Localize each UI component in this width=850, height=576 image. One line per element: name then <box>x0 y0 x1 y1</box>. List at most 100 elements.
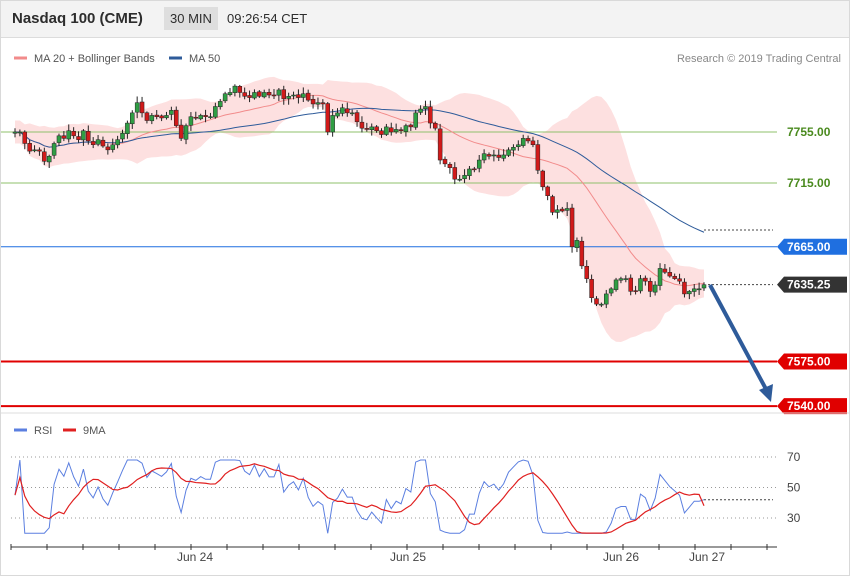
price-tag-7575.00 <box>777 353 847 370</box>
candle-body <box>115 139 120 146</box>
candle-body <box>613 279 619 290</box>
candle-body <box>310 98 316 105</box>
timeframe-badge[interactable]: 30 MIN <box>164 7 218 30</box>
candle-body <box>652 284 658 293</box>
candle-body <box>66 130 72 140</box>
candle-body <box>608 288 614 294</box>
candle-body <box>393 129 399 133</box>
candle-body <box>442 158 448 165</box>
candle-body <box>594 298 599 305</box>
copyright-text: Research © 2019 Trading Central <box>677 53 841 65</box>
candle-body <box>193 116 199 119</box>
candle-body <box>261 92 267 98</box>
candle-body <box>389 127 394 133</box>
price-tag-text-7635.25: 7635.25 <box>787 278 831 292</box>
candle-body <box>330 115 335 133</box>
candle-body <box>398 129 404 131</box>
candle-body <box>247 95 252 98</box>
candle-body <box>340 107 345 114</box>
candle-body <box>345 108 350 114</box>
candle-body <box>95 139 101 145</box>
candle-body <box>125 122 130 134</box>
candle-body <box>188 116 194 126</box>
candle-body <box>271 94 277 97</box>
candle-body <box>354 112 360 123</box>
candle-body <box>672 276 677 279</box>
candle-body <box>467 168 472 176</box>
candle-body <box>413 112 418 128</box>
candle-body <box>159 115 164 119</box>
candle-body <box>335 112 340 117</box>
candle-body <box>579 240 585 267</box>
candle-body <box>174 109 179 126</box>
candle-body <box>105 146 111 151</box>
candle-body <box>657 268 663 286</box>
candle-body <box>696 288 702 291</box>
candle-body <box>496 154 502 158</box>
rsi-9ma-line <box>14 463 705 534</box>
candle-body <box>628 277 633 292</box>
candle-body <box>178 124 184 139</box>
candle-body <box>276 89 282 96</box>
candle-body <box>208 116 213 118</box>
rsi-line <box>14 459 705 534</box>
price-tag-text-7665.00: 7665.00 <box>787 240 831 254</box>
candle-body <box>144 112 150 121</box>
candle-body <box>511 147 516 151</box>
x-tick-label-3: Jun 27 <box>689 550 725 564</box>
candle-body <box>574 240 580 248</box>
rsi-legend-label: RSI <box>34 425 52 437</box>
projection-arrow-head <box>759 384 773 402</box>
candle-body <box>687 291 692 295</box>
candle-body <box>149 115 155 122</box>
candle-body <box>481 153 487 161</box>
candle-body <box>374 126 379 131</box>
candle-body <box>169 110 174 115</box>
candle-body <box>379 130 384 135</box>
candle-body <box>643 277 648 282</box>
candle-body <box>242 92 247 97</box>
candle-body <box>61 135 67 139</box>
rsi-9ma-legend-label: 9MA <box>83 425 106 437</box>
candle-body <box>447 163 453 168</box>
candle-body <box>569 207 575 247</box>
candle-body <box>81 130 86 141</box>
price-tag-text-7575.00: 7575.00 <box>787 355 831 369</box>
candle-body <box>56 135 62 143</box>
candle-body <box>501 154 506 159</box>
candle-body <box>252 92 257 99</box>
candle-body <box>423 106 428 110</box>
candle-body <box>476 159 482 169</box>
candles <box>12 84 707 309</box>
candle-body <box>516 144 521 147</box>
rsi-tick-label-70: 70 <box>787 450 801 464</box>
candle-body <box>589 279 594 298</box>
candle-body <box>432 122 438 129</box>
candle-body <box>364 128 370 130</box>
candle-body <box>217 101 223 108</box>
candle-body <box>296 94 301 98</box>
candle-body <box>599 303 604 306</box>
candle-body <box>349 112 355 115</box>
candle-body <box>486 154 492 157</box>
ma20-legend-label: MA 20 + Bollinger Bands <box>34 53 155 65</box>
timestamp: 09:26:54 CET <box>227 11 308 26</box>
candle-body <box>359 121 365 129</box>
candle-body <box>457 178 462 181</box>
candle-body <box>291 94 296 97</box>
candle-body <box>32 149 37 152</box>
candle-body <box>71 130 76 137</box>
candle-body <box>27 143 32 152</box>
candle-body <box>506 149 511 156</box>
candle-body <box>198 115 203 120</box>
x-tick-label-2: Jun 26 <box>603 550 639 564</box>
candle-body <box>530 140 536 145</box>
candle-body <box>22 131 28 144</box>
candle-body <box>164 115 169 119</box>
candle-body <box>154 114 159 117</box>
candle-body <box>560 208 565 212</box>
x-tick-label-1: Jun 25 <box>390 550 426 564</box>
candle-body <box>545 186 550 197</box>
instrument-title: Nasdaq 100 (CME) <box>12 10 143 27</box>
candle-body <box>227 92 233 95</box>
